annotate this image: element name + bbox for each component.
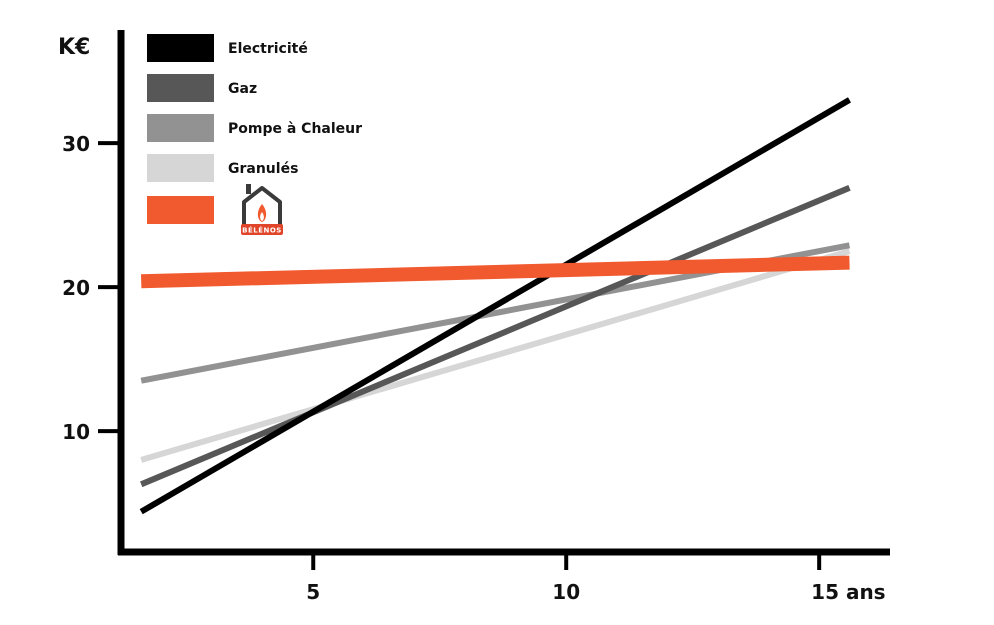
axes bbox=[117, 30, 890, 556]
x-tick-label: 5 bbox=[306, 580, 320, 604]
x-tick-label: 15 ans bbox=[811, 580, 885, 604]
y-axis-unit-label: K€ bbox=[58, 35, 90, 60]
belenos-logo-icon: BÉLÉNOS bbox=[241, 184, 283, 235]
series-lines bbox=[139, 97, 852, 515]
legend-label-0: Electricité bbox=[228, 41, 308, 57]
legend-label-3: Granulés bbox=[228, 161, 298, 177]
series-line-3 bbox=[140, 248, 851, 463]
series-line-4 bbox=[141, 255, 850, 289]
legend: Electricité Gaz Pompe à Chaleur Granulés BÉL… bbox=[147, 34, 362, 235]
x-tick-label: 10 bbox=[552, 580, 580, 604]
legend-label-2: Pompe à Chaleur bbox=[228, 121, 362, 137]
belenos-logo-text: BÉLÉNOS bbox=[242, 226, 282, 235]
legend-swatch-2 bbox=[147, 114, 214, 142]
series-line-0 bbox=[139, 97, 852, 515]
legend-swatch-4 bbox=[147, 196, 214, 224]
legend-swatch-1 bbox=[147, 74, 214, 102]
legend-swatch-0 bbox=[147, 34, 214, 62]
legend-label-1: Gaz bbox=[228, 81, 257, 97]
y-tick-label: 30 bbox=[62, 132, 90, 156]
legend-swatch-3 bbox=[147, 154, 214, 182]
ticks: 10 20 30 5 10 15 ans bbox=[62, 132, 885, 604]
y-tick-label: 20 bbox=[62, 276, 90, 300]
y-tick-label: 10 bbox=[62, 420, 90, 444]
series-line-1 bbox=[140, 185, 851, 488]
